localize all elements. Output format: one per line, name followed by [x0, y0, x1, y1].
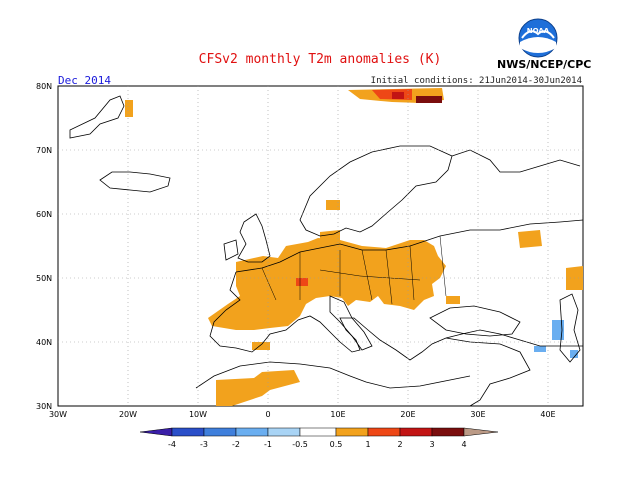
scandinavia-outline [299, 145, 453, 237]
y-tick-50N: 50N [36, 274, 52, 283]
russia-warm-patch [518, 230, 542, 248]
legend-label-4: -0.5 [292, 440, 308, 449]
legend-swatch-5 [299, 427, 337, 437]
europe-warm-region [208, 238, 446, 330]
y-tick-70N: 70N [36, 146, 52, 155]
x-tick-20E: 20E [400, 410, 415, 419]
legend-swatch-0 [139, 427, 173, 437]
legend-swatch-1 [171, 427, 205, 437]
legend-swatch-7 [367, 427, 401, 437]
legend-label-3: -1 [264, 440, 272, 449]
graticule [58, 86, 583, 406]
x-tick-30E: 30E [470, 410, 485, 419]
legend-swatch-10 [463, 427, 499, 437]
legend-swatch-4 [267, 427, 301, 437]
forecast-month: Dec 2014 [58, 74, 111, 87]
initial-conditions: Initial conditions: 21Jun2014-30Jun2014 [370, 76, 582, 86]
legend-label-8: 3 [429, 440, 434, 449]
black-sea-outline [429, 305, 521, 337]
x-tick-40E: 40E [540, 410, 555, 419]
caucasus-cold-patch [552, 320, 564, 340]
norway-warm-patch [326, 200, 340, 210]
x-tick-10W: 10W [189, 410, 207, 419]
x-tick-30W: 30W [49, 410, 67, 419]
coastlines [69, 95, 584, 407]
x-tick-0: 0 [265, 410, 270, 419]
legend-colorbar [139, 427, 499, 437]
legend-swatch-3 [235, 427, 269, 437]
black-sea-warm-patch [446, 296, 460, 304]
north-africa-warm-patch [216, 370, 300, 406]
legend-swatch-8 [399, 427, 433, 437]
greenland-outline [69, 95, 125, 139]
map-title: CFSv2 monthly T2m anomalies (K) [198, 52, 442, 67]
y-tick-80N: 80N [36, 82, 52, 91]
britain-outline [237, 213, 271, 263]
legend-label-1: -3 [200, 440, 208, 449]
arctic-very-hot-patch [416, 96, 442, 103]
north-africa-outline [195, 361, 471, 389]
noaa-logo-icon: NOAA [518, 18, 558, 58]
x-tick-20W: 20W [119, 410, 137, 419]
iceland-outline [99, 171, 171, 193]
south-coast-outline [209, 271, 583, 361]
anomaly-fill [125, 88, 583, 406]
legend-swatch-6 [335, 427, 369, 437]
y-tick-40N: 40N [36, 338, 52, 347]
legend-label-5: 0.5 [330, 440, 343, 449]
legend-label-7: 2 [397, 440, 402, 449]
middle-east-outline [445, 337, 531, 407]
caspian-outline [559, 293, 581, 363]
legend-swatch-9 [431, 427, 465, 437]
greenland-warm-patch [125, 100, 133, 117]
legend-swatch-2 [203, 427, 237, 437]
legend-label-0: -4 [168, 440, 176, 449]
x-tick-10E: 10E [330, 410, 345, 419]
y-tick-30N: 30N [36, 402, 52, 411]
ireland-outline [223, 239, 239, 261]
legend-labels: -4 -3 -2 -1 -0.5 0.5 1 2 3 4 [168, 440, 467, 449]
iran-cold-patch [534, 346, 546, 352]
y-tick-60N: 60N [36, 210, 52, 219]
noaa-logo-text: NOAA [527, 27, 550, 35]
credit-label: NWS/NCEP/CPC [497, 58, 592, 71]
legend-label-9: 4 [461, 440, 466, 449]
spain-warm-patch [252, 342, 270, 350]
belgium-hot-patch [296, 278, 308, 286]
caspian-cold-patch [570, 350, 578, 358]
kola-outline [451, 149, 581, 173]
italy-outline [329, 295, 373, 351]
axis-labels: 80N 70N 60N 50N 40N 30N 30W 20W 10W 0 10… [36, 82, 556, 419]
legend-label-2: -2 [232, 440, 240, 449]
arctic-hotter-patch [392, 92, 404, 99]
legend-label-6: 1 [365, 440, 370, 449]
